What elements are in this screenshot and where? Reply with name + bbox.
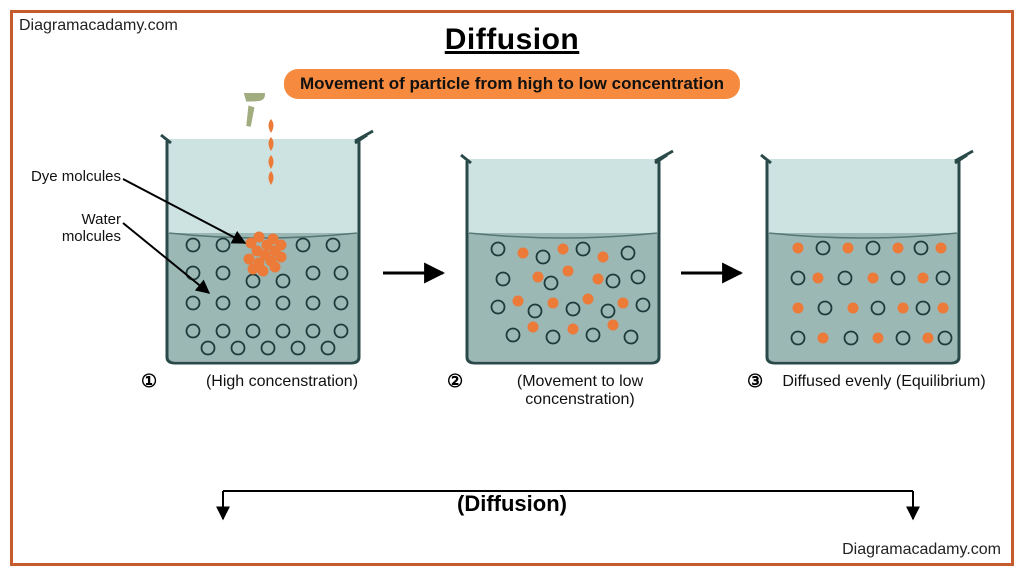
page-title: Diffusion bbox=[445, 23, 579, 57]
diagram-stage: Dye molcules Water molcules ① (High conce… bbox=[13, 93, 1011, 563]
label-water: Water molcules bbox=[21, 211, 121, 245]
beaker bbox=[159, 93, 373, 363]
beaker bbox=[459, 151, 673, 363]
step-number: ③ bbox=[747, 371, 763, 392]
label-dye: Dye molcules bbox=[21, 168, 121, 185]
beaker-caption: (Movement to low concenstration) bbox=[465, 373, 695, 409]
step-number: ② bbox=[447, 371, 463, 392]
diagram-frame: Diagramacadamy.com Diagramacadamy.com Di… bbox=[10, 10, 1014, 566]
beaker-caption: Diffused evenly (Equilibrium) bbox=[769, 373, 999, 391]
beaker bbox=[759, 151, 973, 363]
step-number: ① bbox=[141, 371, 157, 392]
beaker-caption: (High concenstration) bbox=[167, 373, 397, 391]
site-label-top: Diagramacadamy.com bbox=[19, 17, 178, 35]
bottom-diffusion-label: (Diffusion) bbox=[457, 491, 567, 517]
diffusion-bracket bbox=[223, 491, 913, 519]
